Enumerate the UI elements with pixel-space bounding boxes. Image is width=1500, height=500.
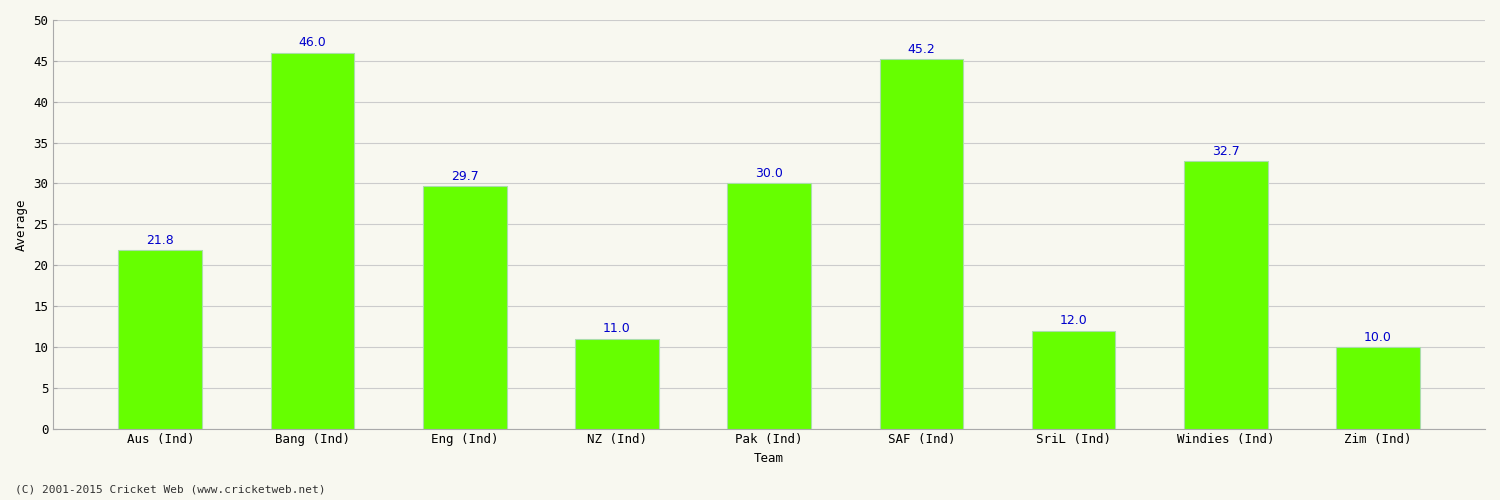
X-axis label: Team: Team <box>754 452 784 465</box>
Bar <box>118 250 202 428</box>
Text: 29.7: 29.7 <box>452 170 478 182</box>
Text: 12.0: 12.0 <box>1060 314 1088 328</box>
Bar <box>270 52 354 428</box>
Text: 10.0: 10.0 <box>1364 330 1392 344</box>
Text: 45.2: 45.2 <box>908 43 936 56</box>
Y-axis label: Average: Average <box>15 198 28 250</box>
Bar <box>1336 347 1420 428</box>
Text: (C) 2001-2015 Cricket Web (www.cricketweb.net): (C) 2001-2015 Cricket Web (www.cricketwe… <box>15 485 326 495</box>
Bar <box>1184 162 1268 428</box>
Bar <box>1032 330 1116 428</box>
Text: 30.0: 30.0 <box>756 167 783 180</box>
Bar <box>728 184 812 428</box>
Bar <box>879 59 963 428</box>
Text: 21.8: 21.8 <box>147 234 174 247</box>
Text: 32.7: 32.7 <box>1212 145 1239 158</box>
Bar <box>574 338 658 428</box>
Text: 46.0: 46.0 <box>298 36 327 50</box>
Text: 11.0: 11.0 <box>603 322 632 336</box>
Bar <box>423 186 507 428</box>
